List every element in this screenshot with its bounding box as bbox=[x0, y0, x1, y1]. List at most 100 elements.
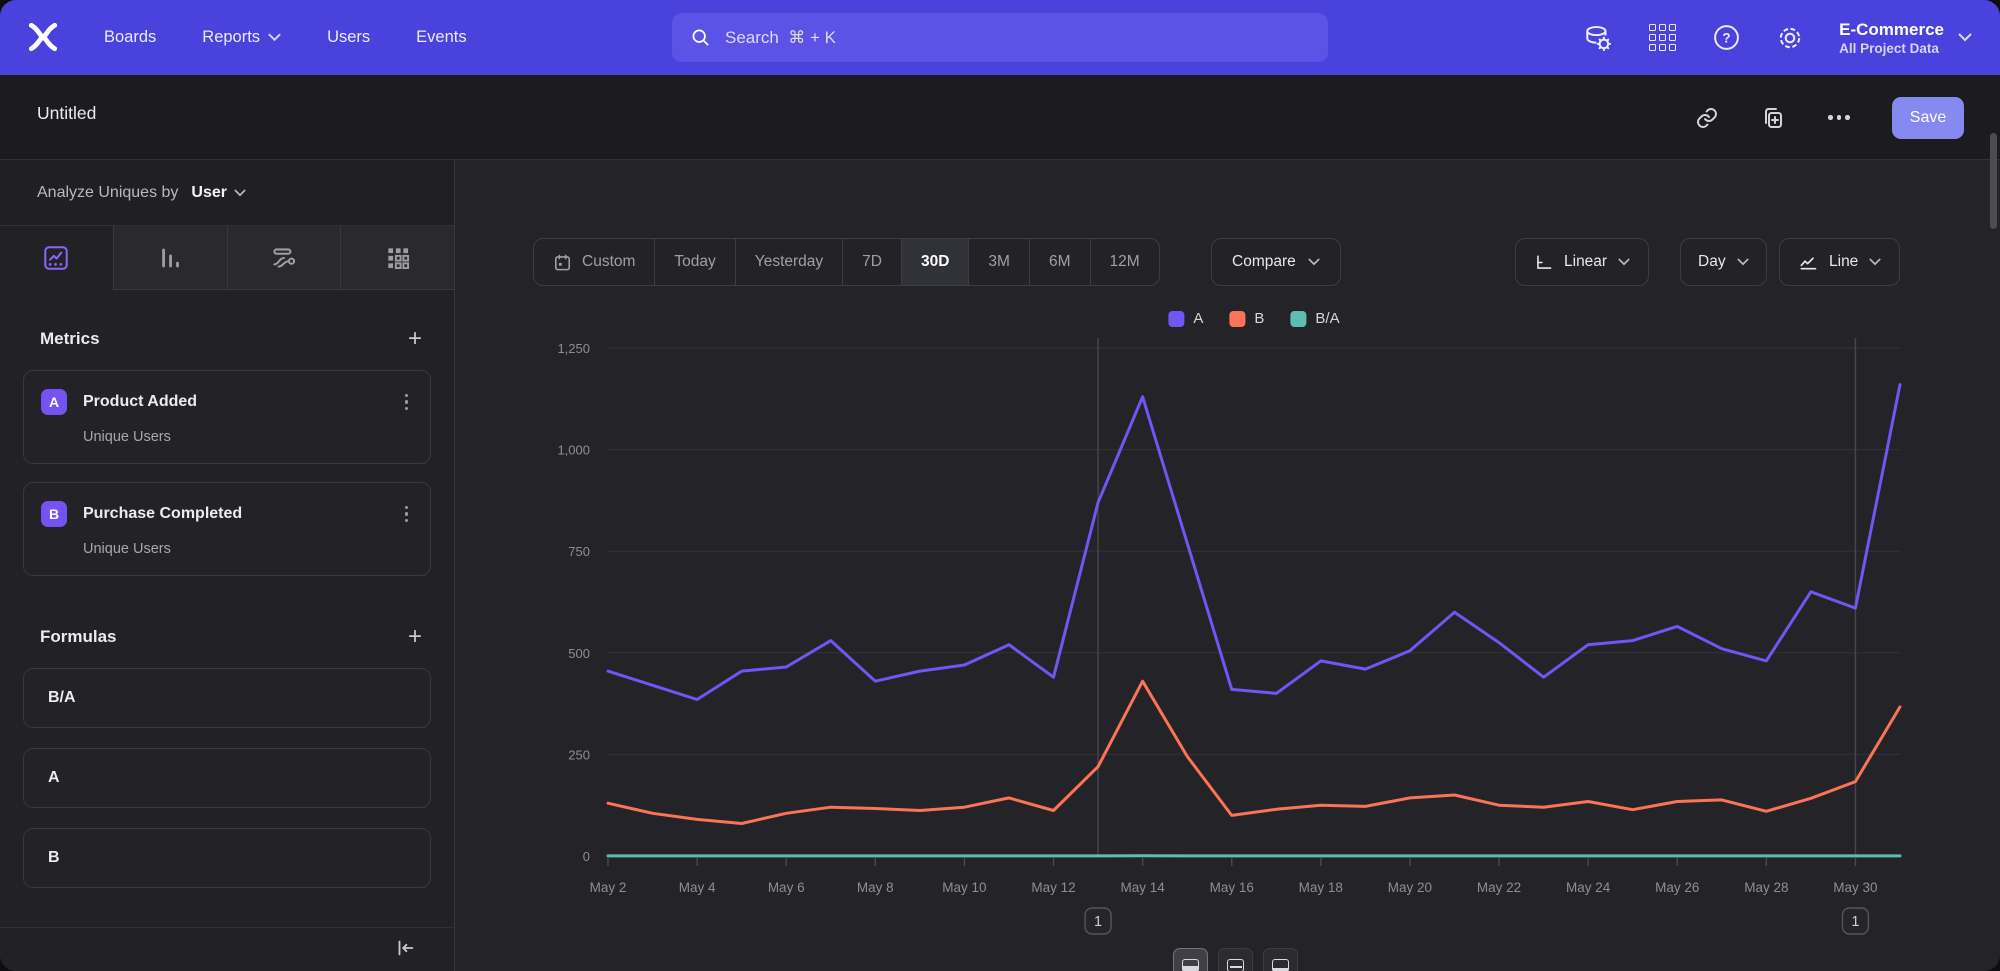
global-search[interactable] bbox=[672, 13, 1328, 62]
nav-users[interactable]: Users bbox=[327, 28, 370, 47]
legend-item-ba[interactable]: B/A bbox=[1290, 310, 1340, 327]
scale-dropdown[interactable]: Linear bbox=[1515, 238, 1650, 286]
range-today[interactable]: Today bbox=[654, 239, 734, 285]
legend-swatch-ba bbox=[1290, 310, 1307, 327]
analyze-entity-dropdown[interactable]: User bbox=[191, 184, 246, 202]
metric-card-purchase-completed[interactable]: B Purchase Completed Unique Users bbox=[23, 482, 431, 576]
report-header: Untitled Save bbox=[0, 75, 2000, 160]
analyze-row: Analyze Uniques by User bbox=[0, 160, 454, 226]
nav-reports[interactable]: Reports bbox=[202, 28, 281, 47]
more-options-icon[interactable] bbox=[1826, 105, 1852, 131]
layout-chart-only-button[interactable] bbox=[1263, 948, 1298, 971]
range-30d[interactable]: 30D bbox=[900, 239, 969, 285]
series-A bbox=[606, 383, 1902, 701]
tab-funnels[interactable] bbox=[113, 226, 228, 290]
range-3m[interactable]: 3M bbox=[968, 239, 1029, 285]
project-subtitle: All Project Data bbox=[1839, 40, 1939, 56]
save-button[interactable]: Save bbox=[1892, 96, 1964, 139]
nav-events-label: Events bbox=[416, 28, 467, 46]
duplicate-icon[interactable] bbox=[1760, 105, 1786, 131]
metric-options-icon[interactable] bbox=[399, 504, 415, 525]
linear-axis-icon bbox=[1537, 254, 1552, 269]
collapse-sidebar-icon[interactable] bbox=[394, 937, 416, 964]
compare-label: Compare bbox=[1232, 253, 1296, 270]
tab-flows[interactable] bbox=[227, 226, 342, 290]
report-type-tabs bbox=[0, 226, 454, 290]
metric-measure[interactable]: Unique Users bbox=[83, 429, 171, 445]
legend-item-a[interactable]: A bbox=[1168, 310, 1203, 327]
svg-text:1: 1 bbox=[1094, 914, 1102, 930]
add-formula-button[interactable]: + bbox=[407, 623, 422, 650]
project-switcher[interactable]: E-Commerce All Project Data bbox=[1839, 19, 1972, 56]
top-nav: Boards Reports Users Events ? bbox=[0, 0, 2000, 75]
search-input[interactable] bbox=[723, 26, 1310, 49]
chevron-down-icon bbox=[1958, 33, 1972, 42]
nav-reports-label: Reports bbox=[202, 28, 261, 46]
calendar-icon bbox=[554, 254, 571, 270]
retention-grid-icon bbox=[387, 247, 409, 269]
annotation-badge bbox=[1084, 907, 1112, 935]
svg-text:May 22: May 22 bbox=[1477, 880, 1521, 895]
formula-card-b[interactable]: B bbox=[23, 828, 431, 888]
query-sidebar: Analyze Uniques by User Metrics bbox=[0, 160, 455, 971]
nav-users-label: Users bbox=[327, 28, 371, 46]
range-7d[interactable]: 7D bbox=[842, 239, 901, 285]
compare-dropdown[interactable]: Compare bbox=[1211, 238, 1341, 286]
legend-item-b[interactable]: B bbox=[1229, 310, 1264, 327]
range-custom[interactable]: Custom bbox=[534, 239, 654, 285]
nav-boards[interactable]: Boards bbox=[104, 28, 156, 47]
help-icon[interactable]: ? bbox=[1711, 23, 1741, 53]
range-yesterday[interactable]: Yesterday bbox=[734, 239, 842, 285]
metric-options-icon[interactable] bbox=[399, 392, 415, 413]
svg-text:1,000: 1,000 bbox=[557, 443, 590, 458]
settings-gear-icon[interactable] bbox=[1775, 23, 1805, 53]
svg-text:May 8: May 8 bbox=[857, 880, 894, 895]
svg-text:May 4: May 4 bbox=[679, 880, 716, 895]
metric-name: Purchase Completed bbox=[83, 505, 243, 522]
legend-label: B bbox=[1254, 310, 1265, 327]
legend-label: A bbox=[1193, 310, 1204, 327]
formula-card-a[interactable]: A bbox=[23, 748, 431, 808]
scrollbar-thumb[interactable] bbox=[1990, 133, 1997, 229]
interval-label: Day bbox=[1698, 253, 1726, 270]
svg-text:May 30: May 30 bbox=[1833, 880, 1877, 895]
svg-text:750: 750 bbox=[568, 544, 590, 559]
apps-grid-icon[interactable] bbox=[1647, 23, 1677, 53]
metric-badge-a: A bbox=[41, 389, 67, 415]
copy-link-icon[interactable] bbox=[1694, 105, 1720, 131]
tab-retention[interactable] bbox=[341, 226, 454, 290]
interval-dropdown[interactable]: Day bbox=[1680, 238, 1767, 286]
svg-text:May 28: May 28 bbox=[1744, 880, 1788, 895]
svg-text:May 24: May 24 bbox=[1566, 880, 1611, 895]
metric-measure[interactable]: Unique Users bbox=[83, 541, 171, 557]
svg-text:?: ? bbox=[1722, 31, 1730, 46]
chevron-down-icon bbox=[234, 189, 246, 196]
mixpanel-logo[interactable] bbox=[26, 20, 60, 54]
range-label: 12M bbox=[1109, 253, 1140, 270]
metric-card-product-added[interactable]: A Product Added Unique Users bbox=[23, 370, 431, 464]
tab-insights[interactable] bbox=[0, 226, 114, 290]
layout-split-half-button[interactable] bbox=[1173, 948, 1208, 971]
range-6m[interactable]: 6M bbox=[1028, 239, 1090, 285]
formula-card-ba[interactable]: B/A bbox=[23, 668, 431, 728]
layout-split-thin-button[interactable] bbox=[1218, 948, 1253, 971]
range-label: Today bbox=[674, 253, 716, 270]
legend-swatch-b bbox=[1229, 310, 1246, 327]
range-label: 30D bbox=[920, 253, 950, 270]
report-title[interactable]: Untitled bbox=[37, 103, 97, 123]
svg-text:0: 0 bbox=[583, 849, 590, 864]
range-label: 6M bbox=[1048, 253, 1071, 270]
chart-type-dropdown[interactable]: Line bbox=[1779, 238, 1901, 286]
date-range-control: Custom Today Yesterday 7D 30D 3M 6M 12M bbox=[533, 238, 1160, 286]
add-metric-button[interactable]: + bbox=[407, 325, 422, 352]
line-chart[interactable]: 0 250 500 750 1,000 1,250 May 2 May 4 May 6 May 8… bbox=[455, 160, 2000, 971]
data-management-icon[interactable] bbox=[1583, 23, 1613, 53]
range-label: Yesterday bbox=[754, 253, 824, 270]
metric-name: Product Added bbox=[83, 393, 198, 410]
insights-chart-icon bbox=[44, 246, 69, 270]
nav-events[interactable]: Events bbox=[416, 28, 466, 47]
range-12m[interactable]: 12M bbox=[1089, 239, 1159, 285]
analyze-entity-value: User bbox=[191, 183, 227, 201]
nav-boards-label: Boards bbox=[104, 28, 157, 46]
